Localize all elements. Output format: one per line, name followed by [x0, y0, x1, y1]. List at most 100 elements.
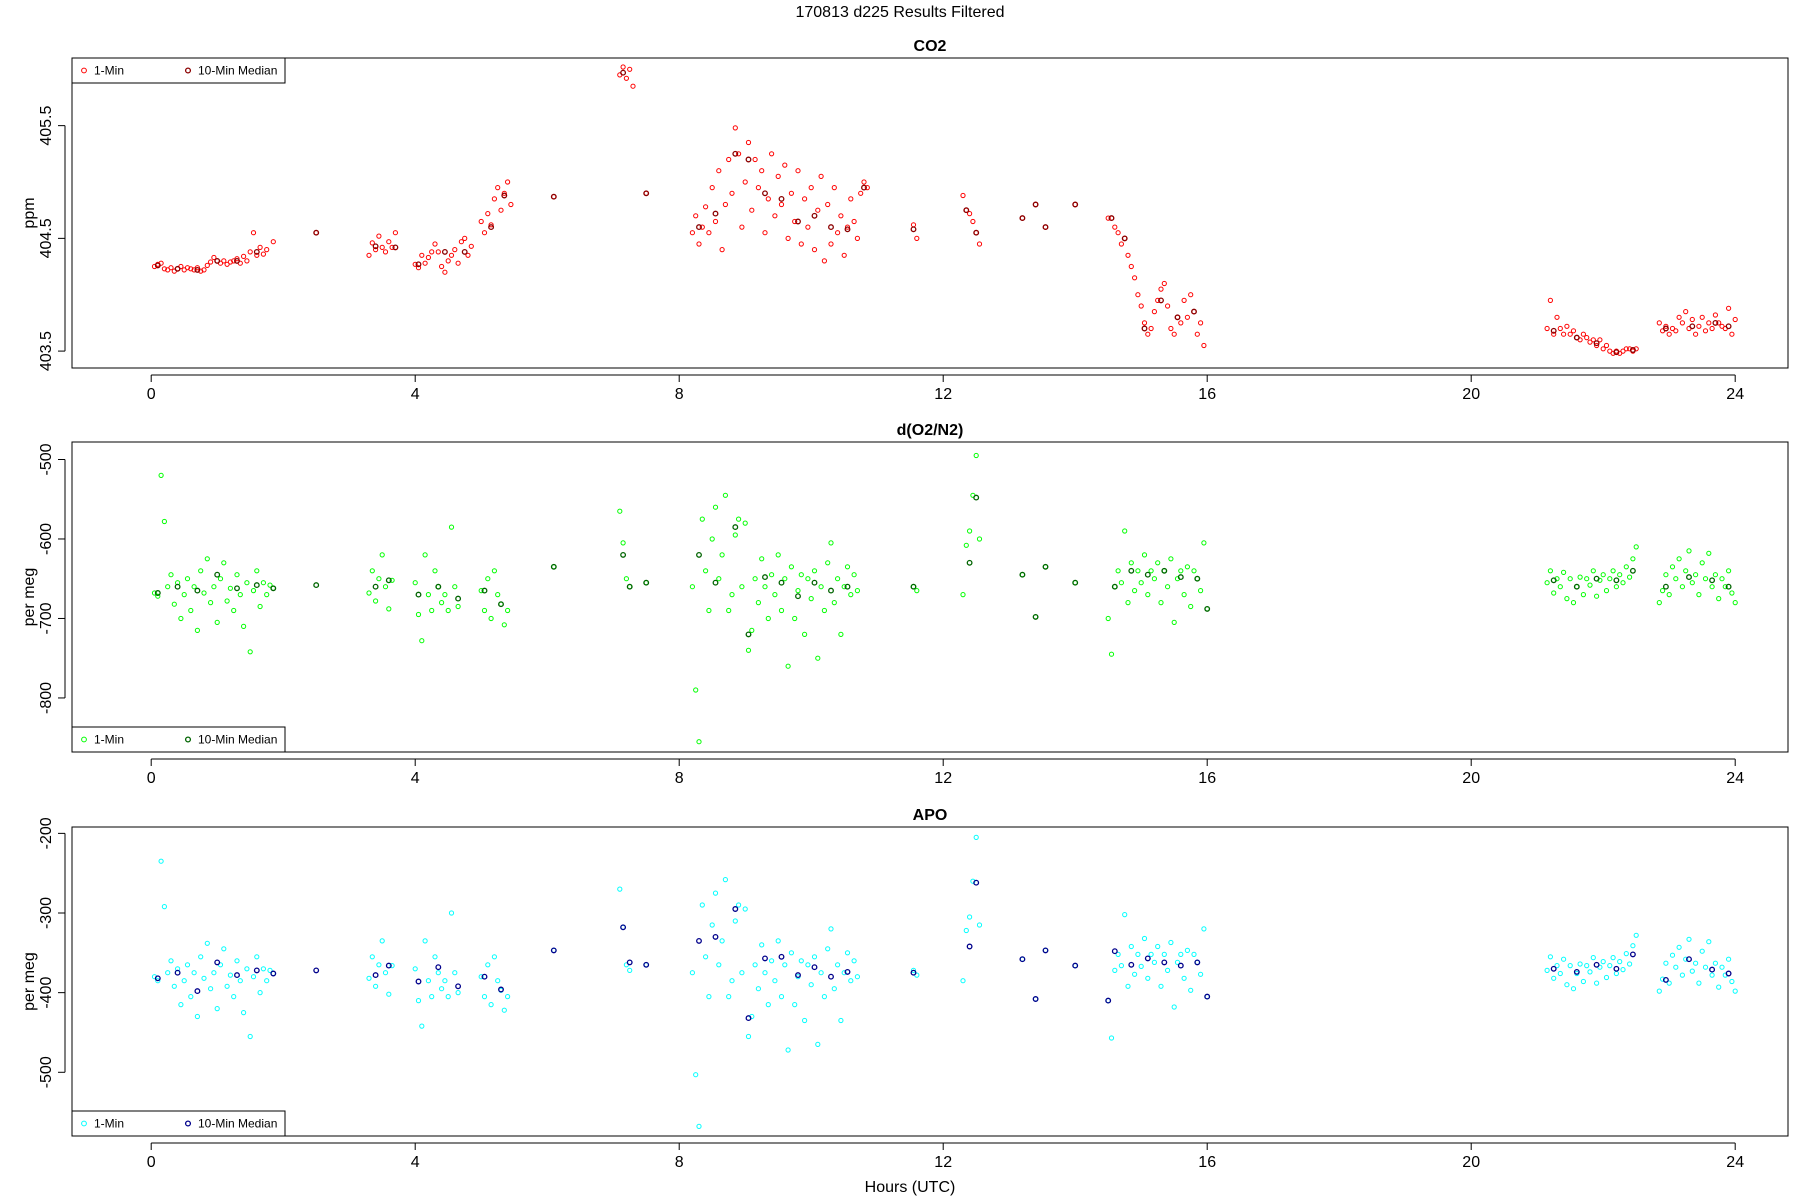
- x-tick-label: 20: [1462, 770, 1480, 787]
- data-point: [373, 598, 379, 604]
- data-point: [1145, 331, 1151, 337]
- data-point: [264, 978, 270, 984]
- data-point: [1132, 275, 1138, 281]
- data-point: [270, 239, 276, 245]
- data-point: [854, 974, 861, 980]
- data-point: [201, 590, 207, 596]
- data-point: [1145, 975, 1151, 981]
- data-point: [1188, 292, 1194, 298]
- data-point: [802, 196, 808, 202]
- data-point: [376, 962, 382, 968]
- data-point: [1722, 584, 1728, 590]
- x-axis-label: Hours (UTC): [865, 1179, 956, 1196]
- data-point: [481, 994, 488, 1000]
- y-tick-label: -400: [38, 977, 55, 1009]
- data-point: [1603, 588, 1610, 594]
- data-point: [1613, 577, 1620, 584]
- data-point: [722, 877, 729, 883]
- data-point: [844, 968, 851, 975]
- data-point: [818, 970, 824, 976]
- panels-group: CO2 ppm 0 4 8 12 16 20 24 403.5 404.5 405.5 1-Min 10-…: [21, 38, 1789, 1171]
- data-point: [719, 247, 725, 253]
- data-point: [1141, 325, 1148, 332]
- data-point: [425, 592, 431, 598]
- data-point: [415, 265, 422, 271]
- data-point: [260, 580, 266, 586]
- data-point: [1184, 564, 1191, 570]
- data-point: [762, 230, 768, 236]
- data-point: [716, 962, 722, 968]
- legend-box: [71, 1110, 286, 1137]
- data-point: [1617, 572, 1623, 578]
- data-point: [1603, 974, 1610, 981]
- data-point: [1564, 323, 1570, 329]
- data-point: [181, 592, 187, 598]
- x-tick-label: 12: [934, 1154, 952, 1171]
- data-point: [818, 584, 824, 590]
- x-tick-label: 8: [675, 770, 684, 787]
- data-point: [369, 954, 375, 960]
- data-point: [1679, 320, 1686, 326]
- data-point: [369, 568, 375, 574]
- data-point: [1178, 568, 1184, 574]
- data-point: [191, 584, 197, 590]
- data-point: [1165, 303, 1171, 309]
- data-point: [221, 946, 227, 952]
- data-point: [455, 990, 461, 996]
- data-point: [1161, 280, 1167, 287]
- data-point: [696, 241, 702, 247]
- data-point: [1573, 334, 1580, 341]
- data-point: [1709, 584, 1715, 590]
- data-point: [1656, 600, 1662, 606]
- data-point: [1128, 567, 1135, 574]
- data-point: [1122, 528, 1128, 534]
- data-point: [161, 904, 167, 910]
- data-point: [1158, 600, 1164, 606]
- data-point: [154, 262, 161, 269]
- data-point: [1726, 568, 1732, 574]
- data-point: [967, 211, 973, 217]
- data-point: [689, 970, 696, 976]
- data-point: [844, 950, 851, 956]
- data-point: [722, 201, 729, 208]
- data-point: [1201, 342, 1207, 349]
- x-tick-label: 0: [147, 386, 156, 403]
- data-point: [1171, 619, 1177, 626]
- data-point: [620, 924, 627, 931]
- data-point: [821, 607, 828, 614]
- data-point: [617, 886, 623, 892]
- data-point: [782, 962, 788, 968]
- x-tick-label: 4: [411, 770, 420, 787]
- data-point: [1666, 980, 1672, 986]
- data-point: [1666, 592, 1672, 598]
- data-point: [1125, 252, 1131, 258]
- data-point: [1165, 967, 1171, 974]
- data-point: [1188, 603, 1194, 610]
- data-point: [260, 966, 266, 972]
- data-point: [1712, 319, 1719, 326]
- data-point: [1689, 580, 1695, 586]
- data-point: [419, 252, 425, 258]
- data-point: [1613, 965, 1620, 972]
- data-point: [270, 970, 277, 977]
- y-axis-label: per meg: [21, 952, 38, 1011]
- data-point: [1550, 327, 1557, 334]
- data-point: [626, 959, 633, 966]
- data-point: [372, 972, 379, 979]
- data-point: [1686, 574, 1692, 581]
- x-tick-label: 12: [934, 770, 952, 787]
- data-point: [811, 579, 818, 586]
- data-point: [191, 970, 197, 976]
- data-point: [1108, 1035, 1115, 1041]
- data-point: [234, 572, 240, 578]
- data-point: [1171, 331, 1177, 337]
- data-point: [445, 994, 451, 1000]
- data-point: [1194, 575, 1201, 582]
- data-point: [462, 235, 468, 241]
- chart-panel-2: APO per meg 0 4 8 12 16 20 24 -500 -400 -300 -200 1-M…: [21, 807, 1789, 1171]
- data-point: [620, 540, 626, 546]
- data-point: [1719, 964, 1725, 970]
- data-point: [719, 552, 725, 558]
- series-one-min: [151, 64, 1738, 356]
- data-point: [1629, 951, 1636, 958]
